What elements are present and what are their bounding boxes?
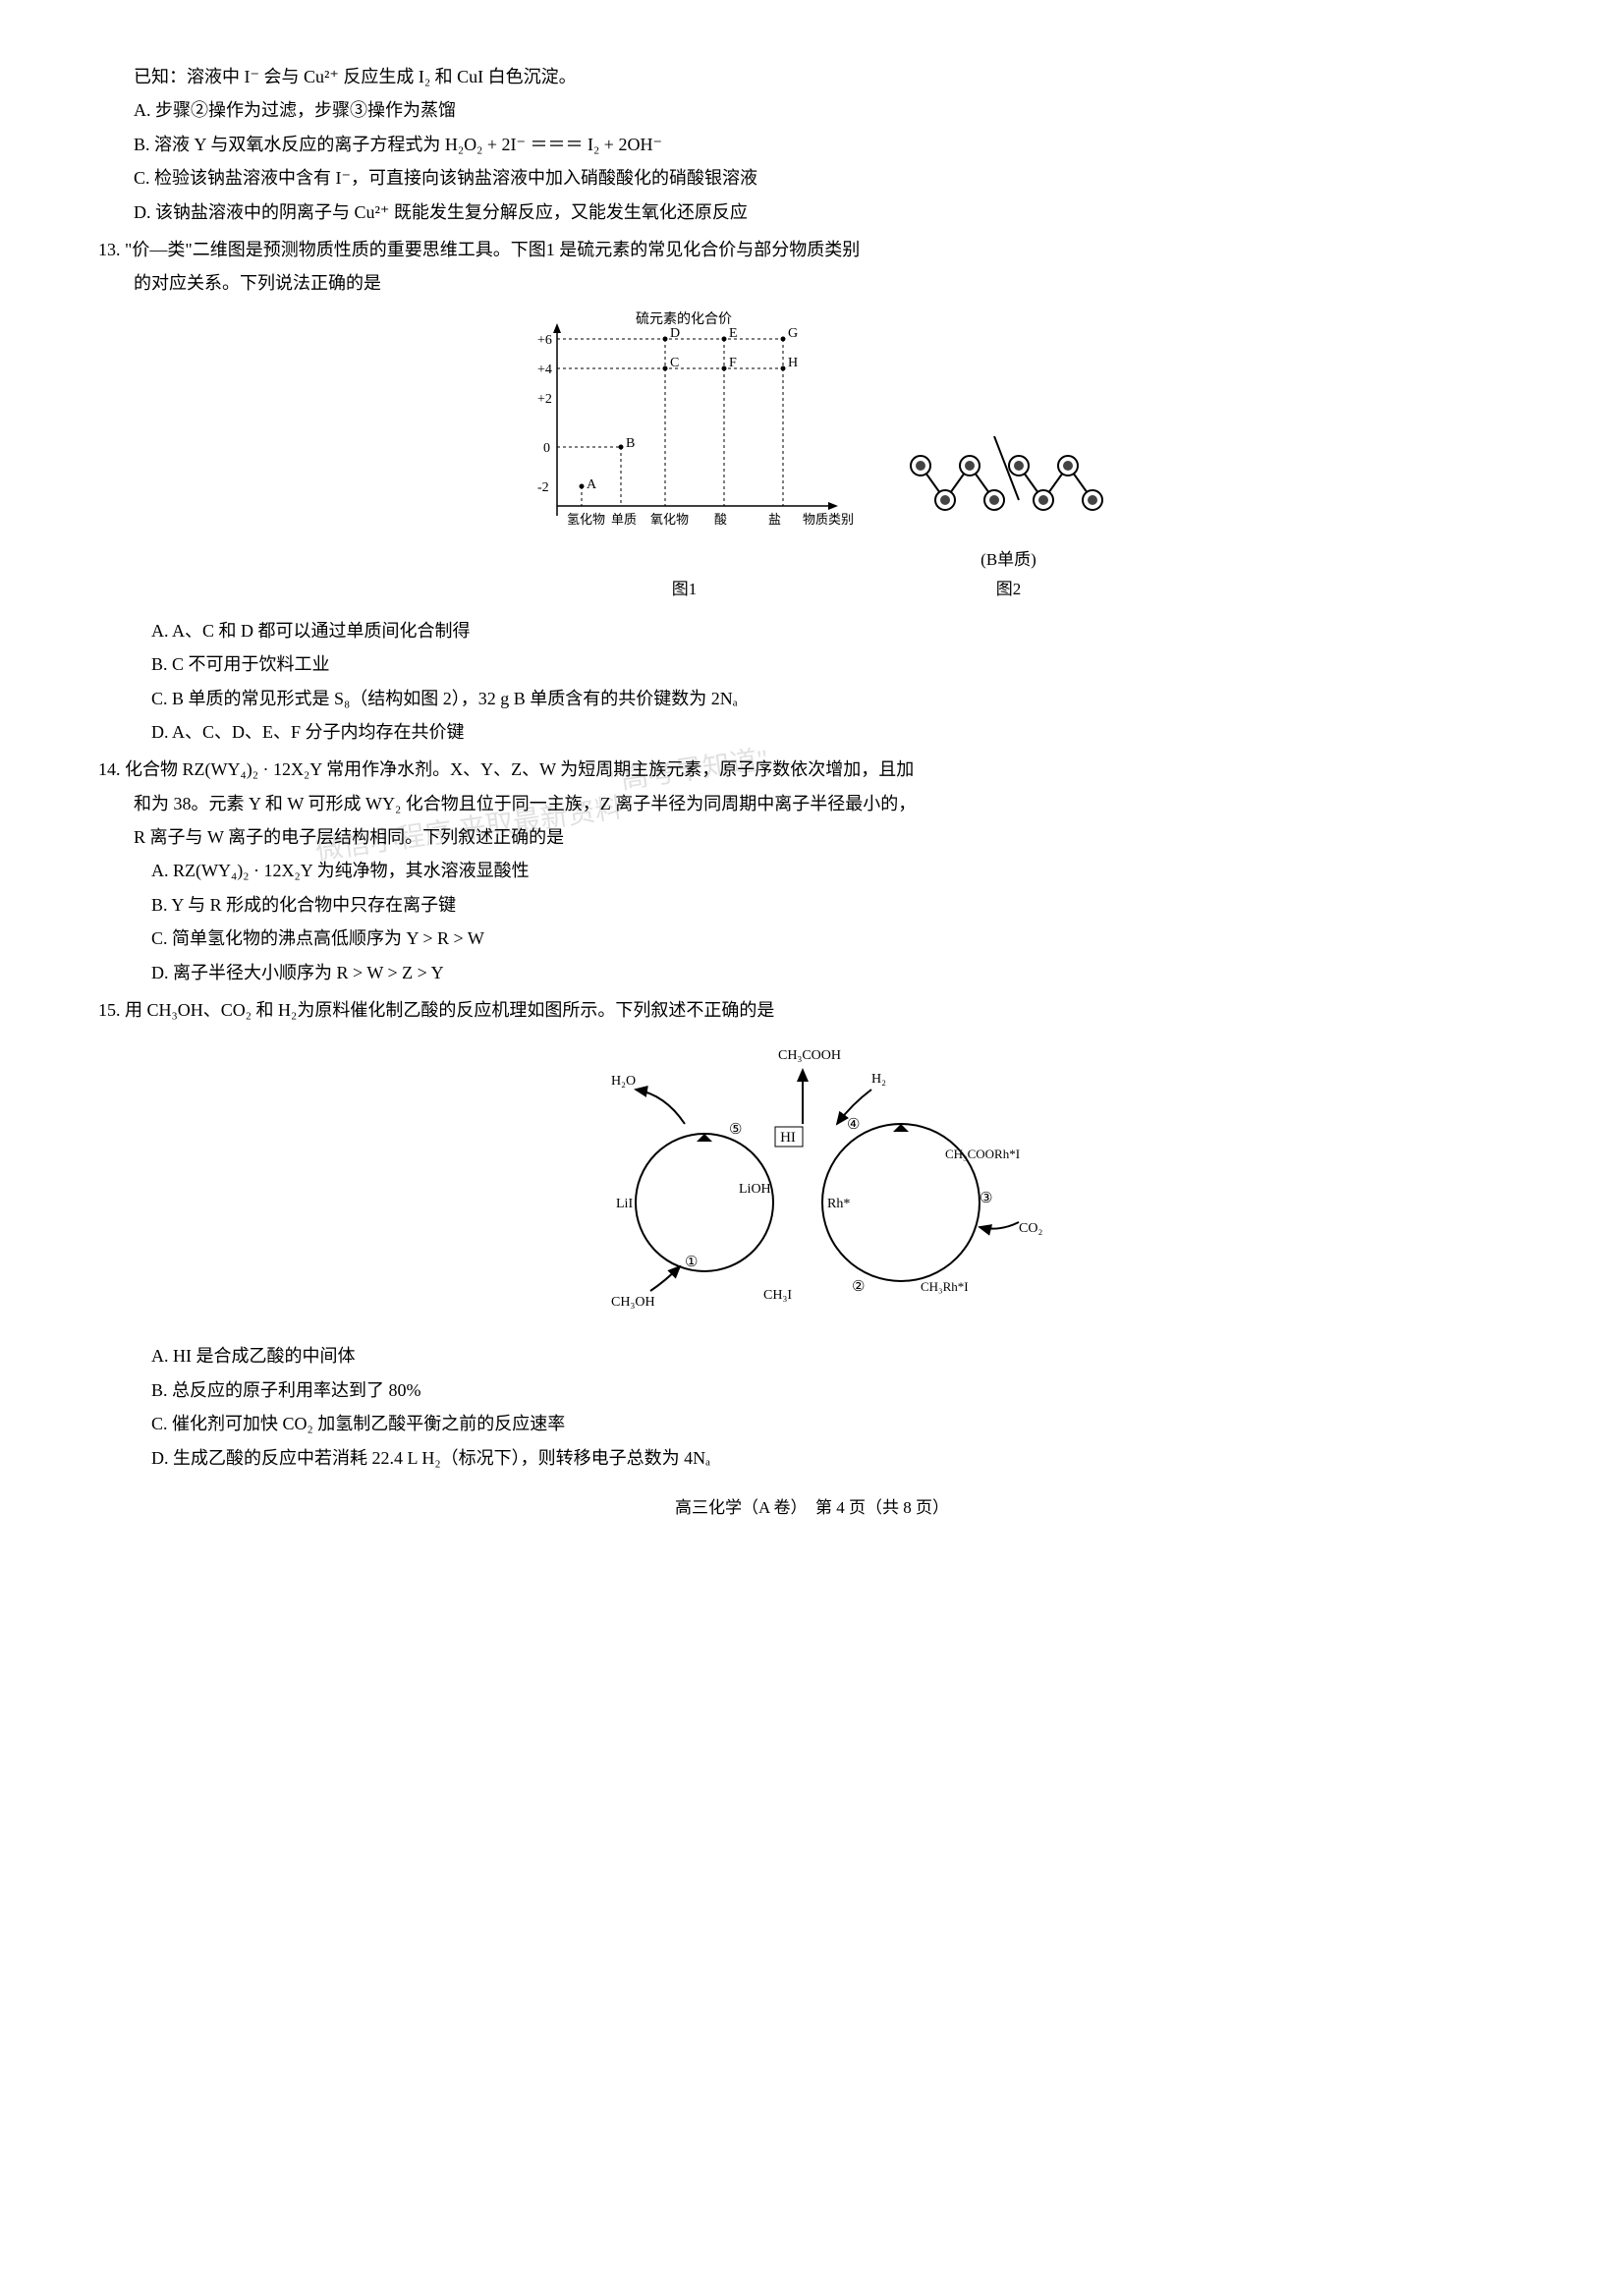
point-f: F <box>729 356 737 370</box>
ch3oh-arrow <box>650 1266 680 1291</box>
lbl-co2: CO₂ <box>1019 1221 1042 1236</box>
point-g: G <box>788 326 798 341</box>
mechanism-svg: CH₃COOH H₂O H₂ CO₂ CH₃OH HI LiOH LiI Rh*… <box>557 1036 1068 1330</box>
page-footer: 高三化学（A 卷） 第 4 页（共 8 页） <box>98 1493 1526 1524</box>
x-axis-arrow <box>828 502 838 510</box>
valence-chart-svg: 硫元素的化合价 +6 +4 +2 0 -2 氢化物 单质 氧化物 酸 盐 物质类… <box>508 309 862 565</box>
q15-opt-c: C. 催化剂可加快 CO₂ 加氢制乙酸平衡之前的反应速率 <box>98 1408 1526 1439</box>
xlabel-4: 盐 <box>768 512 781 527</box>
step-5: ⑤ <box>729 1122 742 1138</box>
x-axis-title: 物质类别 <box>803 512 854 527</box>
ytick-4: +4 <box>537 363 552 377</box>
step-2: ② <box>852 1279 865 1295</box>
fig2-caption-top: (B单质) <box>901 545 1117 576</box>
xlabel-2: 氧化物 <box>650 512 689 527</box>
pre-opt-c: C. 检验该钠盐溶液中含有 I⁻，可直接向该钠盐溶液中加入硝酸酸化的硝酸银溶液 <box>98 162 1526 194</box>
lbl-ch3i: CH₃I <box>763 1288 792 1303</box>
y-axis-arrow <box>553 323 561 333</box>
q15-opt-d: D. 生成乙酸的反应中若消耗 22.4 L H₂（标况下），则转移电子总数为 4… <box>98 1442 1526 1474</box>
q14-opt-d: D. 离子半径大小顺序为 R > W > Z > Y <box>98 957 1526 988</box>
point-d-dot <box>662 336 667 341</box>
lbl-lioh: LiOH <box>739 1182 771 1197</box>
xlabel-0: 氢化物 <box>567 512 605 527</box>
q14-stem-1: 14. 化合物 RZ(WY₄)₂ · 12X₂Y 常用作净水剂。X、Y、Z、W … <box>98 754 1526 785</box>
q14-opt-c: C. 简单氢化物的沸点高低顺序为 Y > R > W <box>98 923 1526 954</box>
co2-arrow <box>980 1222 1019 1229</box>
fig1-caption: 图1 <box>508 575 862 605</box>
lbl-rh: Rh* <box>827 1197 850 1211</box>
lbl-h2: H₂ <box>871 1072 886 1087</box>
step-4: ④ <box>847 1117 860 1133</box>
q14-opt-b: B. Y 与 R 形成的化合物中只存在离子键 <box>98 889 1526 921</box>
figure-1: 硫元素的化合价 +6 +4 +2 0 -2 氢化物 单质 氧化物 酸 盐 物质类… <box>508 309 862 605</box>
point-e: E <box>729 326 738 341</box>
point-h-dot <box>780 365 785 370</box>
lbl-h2o: H₂O <box>611 1074 636 1089</box>
point-b-dot <box>618 444 623 449</box>
point-c-dot <box>662 365 667 370</box>
point-d: D <box>670 326 680 341</box>
q15-opt-a: A. HI 是合成乙酸的中间体 <box>98 1340 1526 1371</box>
lbl-top: CH₃COOH <box>778 1048 841 1063</box>
step-1: ① <box>685 1255 698 1270</box>
point-g-dot <box>780 336 785 341</box>
q13-opt-d: D. A、C、D、E、F 分子内均存在共价键 <box>98 716 1526 748</box>
lbl-lii: LiI <box>616 1197 633 1211</box>
point-c: C <box>670 356 679 370</box>
pre-opt-a: A. 步骤②操作为过滤，步骤③操作为蒸馏 <box>98 94 1526 126</box>
q13-opt-a: A. A、C 和 D 都可以通过单质间化合制得 <box>98 615 1526 646</box>
ytick-n2: -2 <box>537 480 549 495</box>
left-cycle <box>636 1134 773 1271</box>
q13-stem-1: 13. "价—类"二维图是预测物质性质的重要思维工具。下图1 是硫元素的常见化合… <box>98 234 1526 265</box>
point-b: B <box>626 436 635 451</box>
point-h: H <box>788 356 798 370</box>
lbl-ch3coorhi: CH₃COORh*I <box>945 1147 1020 1161</box>
point-e-dot <box>721 336 726 341</box>
q13-opt-c: C. B 单质的常见形式是 S₈（结构如图 2），32 g B 单质含有的共价键… <box>98 683 1526 714</box>
q14-opt-a: A. RZ(WY₄)₂ · 12X₂Y 为纯净物，其水溶液显酸性 <box>98 855 1526 886</box>
q15-opt-b: B. 总反应的原子利用率达到了 80% <box>98 1374 1526 1406</box>
figure-2: (B单质) 图2 <box>901 436 1117 605</box>
q14-stem-2: 和为 38。元素 Y 和 W 可形成 WY₂ 化合物且位于同一主族，Z 离子半径… <box>98 788 1526 819</box>
y-axis-title: 硫元素的化合价 <box>636 311 732 327</box>
point-a-dot <box>579 483 584 488</box>
xlabel-3: 酸 <box>714 512 727 527</box>
pre-opt-b: B. 溶液 Y 与双氧水反应的离子方程式为 H₂O₂ + 2I⁻ ＝＝＝ I₂ … <box>98 129 1526 160</box>
point-f-dot <box>721 365 726 370</box>
q15-stem: 15. 用 CH₃OH、CO₂ 和 H₂为原料催化制乙酸的反应机理如图所示。下列… <box>98 994 1526 1026</box>
lbl-ch3oh: CH₃OH <box>611 1295 655 1310</box>
step-3: ③ <box>980 1191 992 1206</box>
h2o-arrow <box>636 1090 685 1124</box>
pre-opt-d: D. 该钠盐溶液中的阴离子与 Cu²⁺ 既能发生复分解反应，又能发生氧化还原反应 <box>98 196 1526 228</box>
xlabel-1: 单质 <box>611 512 637 527</box>
q13-stem-2: 的对应关系。下列说法正确的是 <box>98 267 1526 299</box>
point-a: A <box>587 477 597 492</box>
ytick-0: 0 <box>543 441 550 456</box>
ytick-2: +2 <box>537 392 552 407</box>
pre-known: 已知：溶液中 I⁻ 会与 Cu²⁺ 反应生成 I₂ 和 CuI 白色沉淀。 <box>98 61 1526 92</box>
ytick-6: +6 <box>537 333 552 348</box>
s8-svg <box>901 436 1117 534</box>
q14-stem-3: R 离子与 W 离子的电子层结构相同。下列叙述正确的是 <box>98 821 1526 853</box>
fig2-caption: 图2 <box>901 575 1117 605</box>
lbl-hi: HI <box>780 1130 796 1146</box>
q13-opt-b: B. C 不可用于饮料工业 <box>98 648 1526 680</box>
lbl-ch3rhi: CH₃Rh*I <box>921 1279 969 1294</box>
right-cycle-arrow <box>893 1124 909 1132</box>
